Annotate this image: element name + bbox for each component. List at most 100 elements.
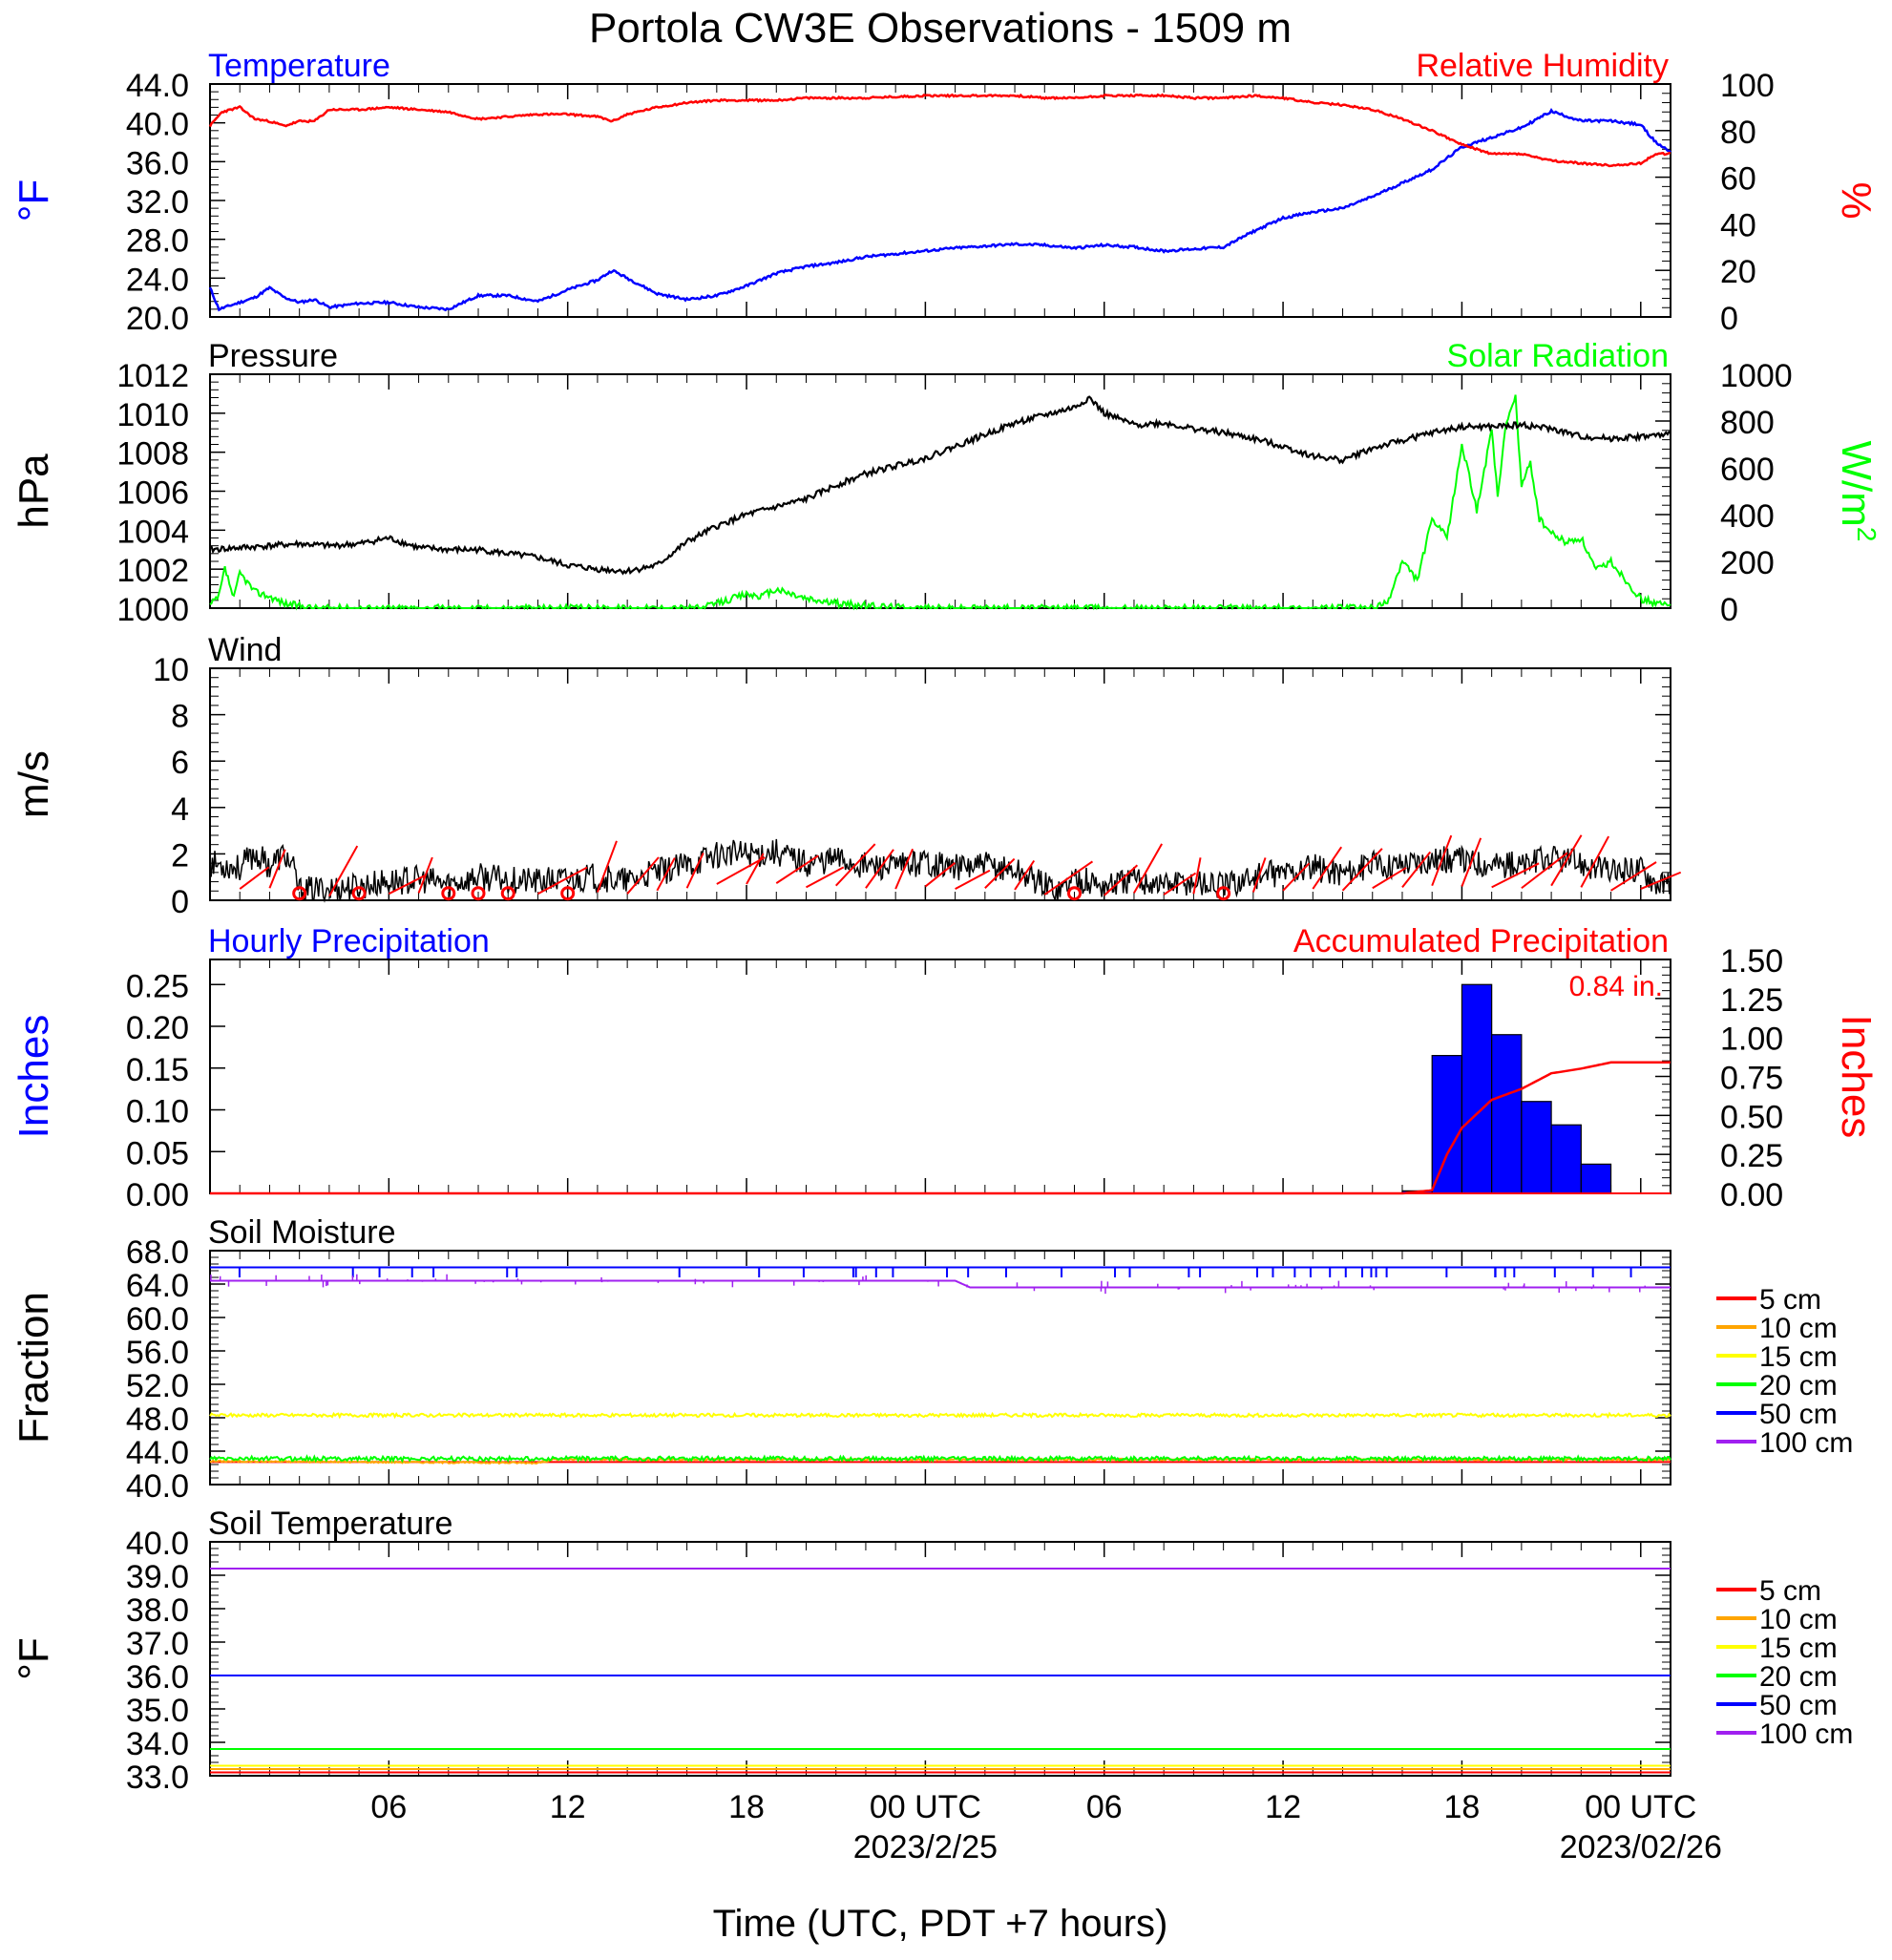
soil-moisture-line-20-cm (209, 1454, 1671, 1464)
y-tick-label-right: 100 (1720, 68, 1775, 104)
y-tick-label: 28.0 (126, 223, 189, 260)
wind-barb (865, 849, 894, 889)
x-tick-label: 06 (1086, 1789, 1123, 1825)
y-tick-label-right: 1.00 (1720, 1022, 1783, 1058)
wind-barb (1401, 851, 1432, 889)
wind-barb (268, 849, 286, 889)
wind-barb (1133, 843, 1164, 894)
wind-barb (1312, 846, 1343, 890)
y-tick-label: 56.0 (126, 1335, 189, 1371)
y-tick-label: 48.0 (126, 1402, 189, 1438)
y-tick-label: 1000 (116, 592, 189, 628)
x-tick-label: 18 (1444, 1789, 1481, 1825)
wind-barb (894, 848, 914, 890)
y-tick-label: 40.0 (126, 107, 189, 143)
panel-title-left: Temperature (208, 48, 390, 84)
calm-wind-marker (500, 886, 515, 901)
legend-label: 100 cm (1759, 1718, 1853, 1750)
wind-barb (656, 857, 676, 892)
y-tick-label: 64.0 (126, 1268, 189, 1304)
y-tick-label: 40.0 (126, 1526, 189, 1562)
wind-barb (1372, 867, 1407, 890)
precip-bar (1521, 1101, 1552, 1194)
y-tick-label-right: 60 (1720, 161, 1756, 198)
y-axis-label-right: % (1833, 181, 1880, 219)
calm-wind-marker (471, 886, 486, 901)
precip-bar (1431, 1055, 1463, 1194)
wind-barb (536, 866, 588, 896)
wind-barb (775, 854, 819, 884)
calm-wind-marker (292, 886, 307, 901)
calm-wind-marker (1216, 886, 1231, 901)
x-tick-label: 00 UTC (1585, 1789, 1696, 1825)
wind-barb (746, 853, 765, 885)
chart-title: Portola CW3E Observations - 1509 m (589, 5, 1292, 52)
y-tick-label: 35.0 (126, 1693, 189, 1729)
solar-radiation-line (209, 394, 1671, 611)
wind-barb (388, 875, 426, 896)
wind-barb (1461, 837, 1482, 887)
y-tick-label-right: 0.25 (1720, 1138, 1783, 1174)
wind-barb (955, 869, 991, 890)
wind-barb (1341, 848, 1383, 892)
legend-label: 100 cm (1759, 1427, 1853, 1459)
y-axis-label-right: Inches (1833, 1015, 1880, 1139)
wind-barb (984, 857, 1016, 889)
humidity-line (208, 93, 1671, 168)
y-tick-label: 2 (171, 837, 189, 874)
wind-barb (417, 856, 433, 894)
y-tick-label: 0.20 (126, 1010, 189, 1046)
y-tick-label-right: 0 (1720, 301, 1738, 337)
wind-barb (1282, 862, 1311, 892)
y-tick-label: 37.0 (126, 1626, 189, 1662)
y-tick-label: 39.0 (126, 1559, 189, 1595)
wind-barb (328, 845, 359, 897)
wind-barb (626, 856, 660, 895)
panel-title-left: Soil Moisture (208, 1214, 396, 1251)
x-tick-label: 00 UTC (870, 1789, 981, 1825)
y-tick-label: 36.0 (126, 1659, 189, 1696)
panel-title-left: Hourly Precipitation (208, 923, 490, 959)
y-tick-label: 33.0 (126, 1760, 189, 1796)
panel-title-left: Pressure (208, 338, 338, 374)
panel-frame (209, 373, 1671, 609)
y-tick-label: 4 (171, 791, 189, 828)
wind-speed-line (209, 838, 1671, 903)
y-tick-label: 20.0 (126, 301, 189, 337)
x-tick-label: 06 (370, 1789, 407, 1825)
y-axis-label-left: m/s (11, 750, 57, 818)
y-tick-label-right: 1.50 (1720, 943, 1783, 980)
wind-barb (924, 862, 957, 888)
panel-wind: 0 2 4 6 8 10 m/s Wind (11, 632, 1682, 920)
calm-wind-marker (351, 886, 367, 901)
panel-title-left: Wind (208, 632, 282, 668)
wind-barb (1431, 834, 1453, 887)
panel-frame (209, 1250, 1671, 1486)
soil-moisture-line-15-cm (209, 1411, 1671, 1420)
y-tick-label-right: 0 (1720, 592, 1738, 628)
panel-frame (209, 83, 1671, 318)
precip-bar (1461, 983, 1493, 1194)
panel-title-right: Relative Humidity (1416, 48, 1669, 84)
precip-bar (1580, 1163, 1612, 1194)
y-tick-label-right: 40 (1720, 207, 1756, 243)
wind-barb (1104, 864, 1139, 896)
y-tick-label: 0.25 (126, 968, 189, 1004)
y-tick-label: 1004 (116, 514, 189, 550)
superscript: 2 (1852, 527, 1881, 542)
y-axis-label-left: Inches (11, 1015, 57, 1139)
panel-frame (209, 1541, 1671, 1777)
x-axis-title: Time (UTC, PDT +7 hours) (713, 1903, 1168, 1945)
legend-label: 10 cm (1759, 1604, 1838, 1635)
y-tick-label: 36.0 (126, 145, 189, 181)
y-tick-label: 32.0 (126, 184, 189, 221)
y-tick-label: 24.0 (126, 262, 189, 298)
wind-barb (1192, 857, 1202, 895)
panel-title-left: Soil Temperature (208, 1506, 452, 1542)
wind-barb (716, 856, 766, 885)
y-tick-label: 1008 (116, 436, 189, 473)
precip-bar (1550, 1124, 1582, 1194)
panel-soil_temperature: 33.034.035.036.037.038.039.040.0 °F Soil T… (11, 1506, 1853, 1796)
